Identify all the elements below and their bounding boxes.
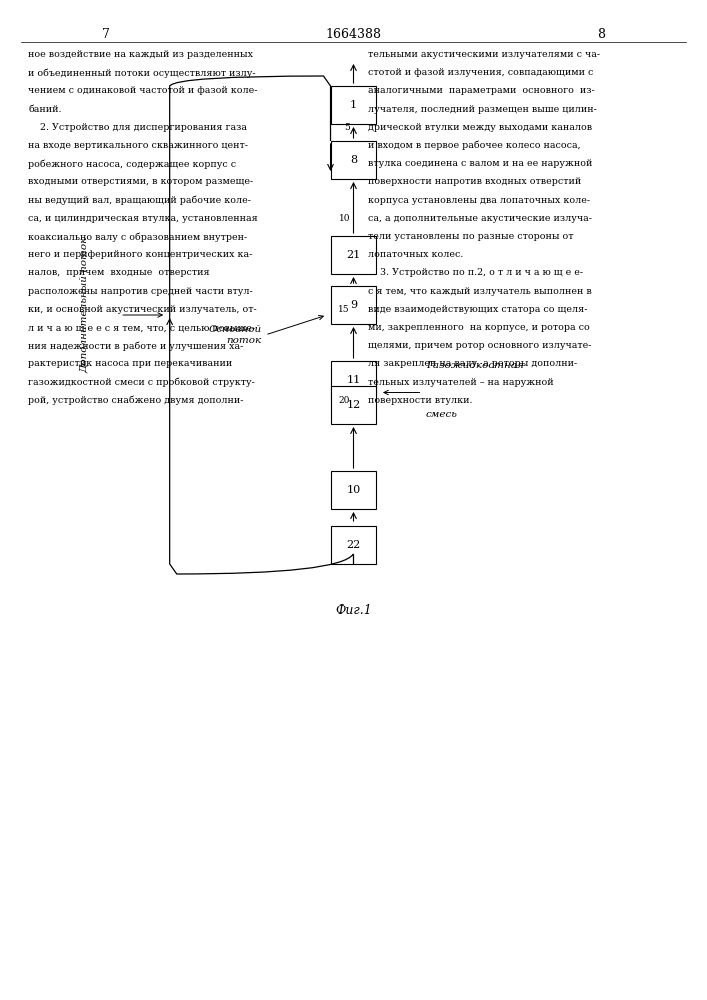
Text: 7: 7 <box>102 27 110 40</box>
Text: расположены напротив средней части втул-: расположены напротив средней части втул- <box>28 287 253 296</box>
Text: рой, устройство снабжено двумя дополни-: рой, устройство снабжено двумя дополни- <box>28 396 244 405</box>
Text: него и периферийного концентрических ка-: него и периферийного концентрических ка- <box>28 250 252 259</box>
Text: чением с одинаковой частотой и фазой коле-: чением с одинаковой частотой и фазой кол… <box>28 86 258 95</box>
Text: 11: 11 <box>346 375 361 385</box>
Text: са, а дополнительные акустические излуча-: са, а дополнительные акустические излуча… <box>368 214 592 223</box>
Text: и входом в первое рабочее колесо насоса,: и входом в первое рабочее колесо насоса, <box>368 141 580 150</box>
Text: са, и цилиндрическая втулка, установленная: са, и цилиндрическая втулка, установленн… <box>28 214 258 223</box>
Text: 15: 15 <box>339 305 350 314</box>
Text: ки, и основной акустический излучатель, от-: ки, и основной акустический излучатель, … <box>28 305 257 314</box>
Text: и объединенный потоки осуществляют излу-: и объединенный потоки осуществляют излу- <box>28 68 256 78</box>
FancyBboxPatch shape <box>331 526 376 564</box>
FancyBboxPatch shape <box>331 236 376 274</box>
Text: виде взаимодействующих статора со щеля-: виде взаимодействующих статора со щеля- <box>368 305 587 314</box>
Text: корпуса установлены два лопаточных коле-: корпуса установлены два лопаточных коле- <box>368 196 590 205</box>
Text: ля закреплен на валу, а роторы дополни-: ля закреплен на валу, а роторы дополни- <box>368 359 577 368</box>
Text: газожидкостной смеси с пробковой структу-: газожидкостной смеси с пробковой структу… <box>28 378 255 387</box>
Text: лучателя, последний размещен выше цилин-: лучателя, последний размещен выше цилин- <box>368 105 597 114</box>
FancyBboxPatch shape <box>331 86 376 124</box>
FancyBboxPatch shape <box>331 286 376 324</box>
Text: ния надежности в работе и улучшения ха-: ния надежности в работе и улучшения ха- <box>28 341 244 351</box>
Text: баний.: баний. <box>28 105 62 114</box>
Text: 8: 8 <box>597 27 605 40</box>
FancyBboxPatch shape <box>331 141 376 179</box>
Text: 12: 12 <box>346 400 361 410</box>
FancyBboxPatch shape <box>331 386 376 424</box>
FancyBboxPatch shape <box>331 471 376 509</box>
Text: Дополнительный поток: Дополнительный поток <box>81 237 89 373</box>
Text: щелями, причем ротор основного излучате-: щелями, причем ротор основного излучате- <box>368 341 591 350</box>
Text: 1664388: 1664388 <box>325 27 382 40</box>
Text: аналогичными  параметрами  основного  из-: аналогичными параметрами основного из- <box>368 86 595 95</box>
Text: ми, закрепленного  на корпусе, и ротора со: ми, закрепленного на корпусе, и ротора с… <box>368 323 590 332</box>
Text: тельных излучателей – на наружной: тельных излучателей – на наружной <box>368 378 554 387</box>
Text: коаксиально валу с образованием внутрен-: коаксиально валу с образованием внутрен- <box>28 232 247 241</box>
Text: 3. Устройство по п.2, о т л и ч а ю щ е е-: 3. Устройство по п.2, о т л и ч а ю щ е … <box>368 268 583 277</box>
Text: ны ведущий вал, вращающий рабочие коле-: ны ведущий вал, вращающий рабочие коле- <box>28 196 251 205</box>
Text: 2. Устройство для диспергирования газа: 2. Устройство для диспергирования газа <box>28 123 247 132</box>
Text: входными отверстиями, в котором размеще-: входными отверстиями, в котором размеще- <box>28 177 254 186</box>
Text: рактеристик насоса при перекачивании: рактеристик насоса при перекачивании <box>28 359 233 368</box>
Text: Фиг.1: Фиг.1 <box>335 604 372 617</box>
Text: 10: 10 <box>346 485 361 495</box>
Text: 5: 5 <box>344 123 350 132</box>
Text: 20: 20 <box>339 396 350 405</box>
Text: 1: 1 <box>350 100 357 110</box>
Text: втулка соединена с валом и на ее наружной: втулка соединена с валом и на ее наружно… <box>368 159 592 168</box>
Text: робежного насоса, содержащее корпус с: робежного насоса, содержащее корпус с <box>28 159 236 169</box>
Text: Основной
поток: Основной поток <box>209 325 262 345</box>
FancyBboxPatch shape <box>331 361 376 399</box>
Text: дрической втулки между выходами каналов: дрической втулки между выходами каналов <box>368 123 592 132</box>
Text: 8: 8 <box>350 155 357 165</box>
Text: тели установлены по разные стороны от: тели установлены по разные стороны от <box>368 232 573 241</box>
Text: 22: 22 <box>346 540 361 550</box>
Text: тельными акустическими излучателями с ча-: тельными акустическими излучателями с ча… <box>368 50 600 59</box>
Text: лопаточных колес.: лопаточных колес. <box>368 250 463 259</box>
Text: 10: 10 <box>339 214 350 223</box>
Text: 21: 21 <box>346 250 361 260</box>
Text: л и ч а ю щ е е с я тем, что, с целью повыше-: л и ч а ю щ е е с я тем, что, с целью по… <box>28 323 255 332</box>
Text: Газожидкостная: Газожидкостная <box>426 361 524 370</box>
Text: смесь: смесь <box>426 410 458 419</box>
Text: налов,  причем  входные  отверстия: налов, причем входные отверстия <box>28 268 210 277</box>
Text: стотой и фазой излучения, совпадающими с: стотой и фазой излучения, совпадающими с <box>368 68 593 77</box>
Text: 9: 9 <box>350 300 357 310</box>
Text: с я тем, что каждый излучатель выполнен в: с я тем, что каждый излучатель выполнен … <box>368 287 591 296</box>
Text: поверхности напротив входных отверстий: поверхности напротив входных отверстий <box>368 177 581 186</box>
Text: поверхности втулки.: поверхности втулки. <box>368 396 472 405</box>
Text: ное воздействие на каждый из разделенных: ное воздействие на каждый из разделенных <box>28 50 253 59</box>
Text: на входе вертикального скважинного цент-: на входе вертикального скважинного цент- <box>28 141 248 150</box>
